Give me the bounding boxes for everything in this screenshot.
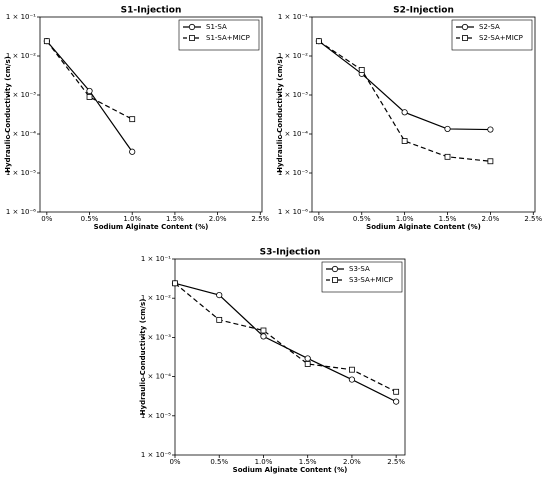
chart-title: S3-Injection xyxy=(260,248,321,258)
legend-marker xyxy=(189,35,195,41)
legend-marker xyxy=(462,35,468,41)
marker xyxy=(129,148,136,155)
x-tick-label: 0% xyxy=(169,458,180,466)
marker xyxy=(401,109,408,116)
marker xyxy=(444,153,451,160)
legend-marker xyxy=(461,23,469,31)
marker xyxy=(315,38,322,45)
y-tick-label: 1 × 10⁻⁵ xyxy=(6,169,36,177)
x-tick-label: 0.5% xyxy=(210,458,228,466)
legend-label: S3-SA+MICP xyxy=(349,276,393,284)
y-axis-label: Hydraulic Conductivity (cm/s) xyxy=(276,56,284,173)
series-line xyxy=(318,40,491,131)
y-tick-label: 1 × 10⁻⁶ xyxy=(278,208,308,216)
x-tick-label: 1.0% xyxy=(123,215,141,223)
x-tick-label: 2.0% xyxy=(482,215,500,223)
legend-label: S2-SA+MICP xyxy=(479,34,523,42)
y-tick-label: 1 × 10⁻⁵ xyxy=(278,169,308,177)
marker xyxy=(358,67,365,73)
plot-frame xyxy=(311,16,536,213)
x-tick-label: 0% xyxy=(41,215,52,223)
marker xyxy=(487,126,494,133)
marker xyxy=(444,125,451,133)
marker xyxy=(86,94,93,100)
y-tick-label: 1 × 10⁻⁶ xyxy=(141,451,171,459)
legend-marker xyxy=(331,265,339,273)
marker xyxy=(487,158,494,165)
x-tick-label: 0.5% xyxy=(81,215,99,223)
x-tick-label: 2.5% xyxy=(524,215,542,223)
series-line xyxy=(46,40,133,120)
y-tick-label: 1 × 10⁻¹ xyxy=(141,255,171,263)
x-tick-label: 1.0% xyxy=(255,458,273,466)
marker xyxy=(304,355,311,362)
y-tick-label: 1 × 10⁻¹ xyxy=(6,13,36,21)
plot-frame xyxy=(39,16,263,213)
x-axis-label: Sodium Alginate Content (%) xyxy=(366,223,481,231)
marker xyxy=(129,116,136,123)
marker xyxy=(349,366,355,373)
x-axis-label: Sodium Alginate Content (%) xyxy=(233,466,348,474)
marker xyxy=(304,361,311,367)
x-tick-label: 0% xyxy=(313,215,324,223)
marker xyxy=(216,291,223,299)
x-axis-label: Sodium Alginate Content (%) xyxy=(94,223,209,231)
x-tick-label: 2.5% xyxy=(387,458,405,466)
y-axis-label: Hydraulic Conductivity (cm/s) xyxy=(139,299,147,416)
legend-marker xyxy=(332,277,338,283)
marker xyxy=(401,138,408,144)
y-tick-label: 1 × 10⁻⁶ xyxy=(6,208,36,216)
y-tick-label: 1 × 10⁻³ xyxy=(278,91,308,99)
y-tick-label: 1 × 10⁻³ xyxy=(6,91,36,99)
legend-label: S1-SA xyxy=(206,23,227,31)
y-tick-label: 1 × 10⁻⁵ xyxy=(141,412,171,420)
series-line xyxy=(174,282,397,403)
x-tick-label: 1.5% xyxy=(439,215,457,223)
y-tick-label: 1 × 10⁻² xyxy=(6,52,36,60)
marker xyxy=(260,333,267,340)
legend-label: S3-SA xyxy=(349,265,370,273)
marker xyxy=(393,398,400,405)
y-tick-label: 1 × 10⁻⁴ xyxy=(141,373,171,381)
marker xyxy=(260,327,267,334)
marker xyxy=(393,388,400,395)
legend-label: S1-SA+MICP xyxy=(206,34,250,42)
y-tick-label: 1 × 10⁻² xyxy=(141,294,171,302)
legend-label: S2-SA xyxy=(479,23,500,31)
marker xyxy=(86,87,93,95)
y-tick-label: 1 × 10⁻⁴ xyxy=(278,130,308,138)
y-tick-label: 1 × 10⁻⁴ xyxy=(6,130,36,138)
y-tick-label: 1 × 10⁻¹ xyxy=(278,13,308,21)
marker xyxy=(216,316,223,323)
marker xyxy=(172,280,178,287)
legend-marker xyxy=(188,23,196,31)
plot-frame xyxy=(174,258,406,456)
chart-title: S1-Injection xyxy=(121,6,182,16)
x-tick-label: 1.5% xyxy=(299,458,317,466)
series-line xyxy=(318,40,491,162)
y-tick-label: 1 × 10⁻² xyxy=(278,52,308,60)
x-tick-label: 2.5% xyxy=(251,215,269,223)
x-tick-label: 2.0% xyxy=(343,458,361,466)
chart-title: S2-Injection xyxy=(393,6,454,16)
x-tick-label: 1.0% xyxy=(396,215,414,223)
x-tick-label: 1.5% xyxy=(166,215,184,223)
x-tick-label: 2.0% xyxy=(209,215,227,223)
x-tick-label: 0.5% xyxy=(353,215,371,223)
y-tick-label: 1 × 10⁻³ xyxy=(141,333,171,341)
y-axis-label: Hydraulic Conductivity (cm/s) xyxy=(4,56,12,173)
marker xyxy=(348,376,356,383)
series-line xyxy=(174,282,397,393)
marker xyxy=(43,38,50,45)
